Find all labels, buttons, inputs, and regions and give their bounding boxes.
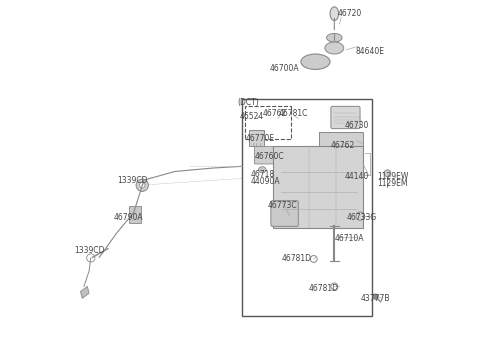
- Polygon shape: [129, 206, 141, 223]
- Text: 1339CD: 1339CD: [117, 176, 147, 185]
- Text: 46524: 46524: [240, 112, 264, 121]
- Ellipse shape: [330, 7, 338, 21]
- Text: 46760C: 46760C: [254, 152, 284, 161]
- Text: 1339CD: 1339CD: [74, 246, 104, 255]
- Polygon shape: [273, 146, 363, 228]
- Ellipse shape: [326, 34, 342, 42]
- Circle shape: [384, 170, 391, 177]
- Text: 84640E: 84640E: [356, 47, 385, 56]
- Text: 46781D: 46781D: [282, 255, 312, 263]
- Text: 44090A: 44090A: [251, 177, 280, 186]
- Text: 46700A: 46700A: [270, 64, 300, 73]
- Text: 46762: 46762: [262, 109, 287, 118]
- Text: 46718: 46718: [250, 170, 275, 179]
- Text: 46710A: 46710A: [335, 234, 364, 243]
- Text: 1129EW: 1129EW: [377, 172, 408, 181]
- Text: 46781C: 46781C: [278, 109, 308, 118]
- Text: 1129EM: 1129EM: [377, 179, 408, 188]
- Text: 46720: 46720: [337, 9, 362, 18]
- Text: (DCT): (DCT): [238, 98, 260, 107]
- Text: 46790A: 46790A: [114, 213, 144, 222]
- Text: 46730: 46730: [345, 121, 369, 130]
- Ellipse shape: [301, 54, 330, 69]
- Circle shape: [136, 179, 148, 191]
- Ellipse shape: [325, 42, 344, 54]
- Text: 46733G: 46733G: [347, 213, 377, 222]
- Circle shape: [140, 182, 145, 188]
- Ellipse shape: [259, 167, 266, 173]
- FancyBboxPatch shape: [271, 201, 298, 226]
- Text: 46781D: 46781D: [309, 284, 339, 293]
- Circle shape: [373, 294, 378, 299]
- Bar: [245, 106, 291, 139]
- FancyBboxPatch shape: [331, 106, 360, 129]
- Text: 46770E: 46770E: [246, 134, 275, 143]
- Polygon shape: [249, 130, 264, 146]
- Text: 43777B: 43777B: [361, 294, 390, 303]
- Text: 44140: 44140: [345, 172, 369, 181]
- Polygon shape: [81, 286, 89, 298]
- Text: 46762: 46762: [331, 141, 355, 150]
- FancyBboxPatch shape: [254, 146, 276, 164]
- Bar: [242, 99, 372, 316]
- Polygon shape: [319, 132, 363, 149]
- Text: 46773C: 46773C: [268, 201, 298, 210]
